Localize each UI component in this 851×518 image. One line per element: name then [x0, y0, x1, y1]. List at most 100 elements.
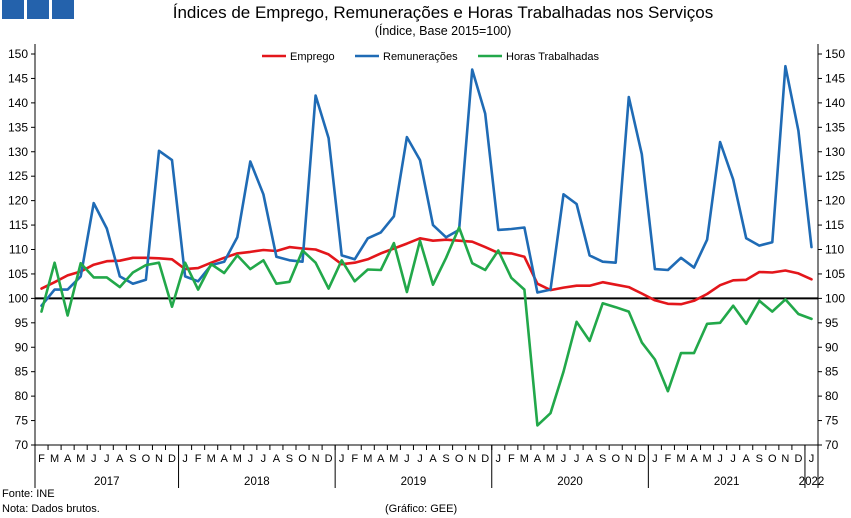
legend-label-emprego: Emprego: [290, 51, 335, 63]
series-line-emprego: [40, 237, 813, 306]
y-axis-ticks: 70 70 75 75 80 80 85 85 90 90 95 95 100 100 105 105 110 1…: [8, 47, 845, 452]
month-tick-label: J: [561, 453, 567, 465]
month-tick-label: M: [363, 453, 372, 465]
right-y-tick-label: 135: [825, 120, 845, 134]
month-tick-label: J: [404, 453, 410, 465]
month-tick-label: O: [455, 453, 464, 465]
month-tick-label: A: [116, 453, 124, 465]
month-tick-label: J: [717, 453, 723, 465]
left-y-tick-label: 95: [15, 316, 29, 330]
month-tick-label: N: [468, 453, 476, 465]
legend-label-horas-trabalhadas: Horas Trabalhadas: [506, 51, 599, 63]
right-y-tick-label: 150: [825, 47, 845, 61]
month-tick-label: J: [496, 453, 502, 465]
right-y-tick-label: 120: [825, 194, 845, 208]
month-tick-label: M: [233, 453, 242, 465]
month-tick-label: J: [261, 453, 267, 465]
month-tick-label: O: [611, 453, 620, 465]
month-tick-label: A: [377, 453, 385, 465]
left-y-tick-label: 90: [15, 340, 29, 354]
year-label: 2018: [244, 476, 270, 488]
left-y-tick-label: 140: [8, 96, 28, 110]
month-tick-label: J: [809, 453, 815, 465]
right-y-tick-label: 85: [825, 365, 839, 379]
month-tick-label: D: [325, 453, 333, 465]
right-y-tick-label: 115: [825, 218, 844, 232]
chart-legend: Emprego Remunerações Horas Trabalhadas: [262, 51, 599, 63]
left-y-tick-label: 100: [8, 291, 28, 305]
month-tick-label: M: [520, 453, 529, 465]
month-tick-label: J: [91, 453, 97, 465]
left-y-tick-label: 70: [15, 438, 29, 452]
legend-item-remuneracoes: Remunerações: [355, 51, 458, 63]
year-label: 2019: [401, 476, 427, 488]
right-y-tick-label: 70: [825, 438, 839, 452]
month-tick-label: F: [351, 453, 358, 465]
right-y-tick-label: 140: [825, 96, 845, 110]
year-label: 2020: [557, 476, 583, 488]
right-y-tick-label: 100: [825, 291, 845, 305]
month-tick-label: A: [743, 453, 751, 465]
legend-item-emprego: Emprego: [262, 51, 335, 63]
right-y-tick-label: 125: [825, 169, 845, 183]
month-tick-label: S: [286, 453, 293, 465]
legend-label-remuneracoes: Remunerações: [383, 51, 458, 63]
series-line-remuneracoes: [40, 64, 813, 308]
month-tick-label: M: [76, 453, 85, 465]
left-y-tick-label: 145: [8, 71, 28, 85]
month-tick-label: M: [389, 453, 398, 465]
month-tick-label: J: [730, 453, 736, 465]
month-tick-label: A: [690, 453, 698, 465]
month-tick-label: M: [702, 453, 711, 465]
logo-square-icon: [2, 0, 24, 19]
month-tick-label: A: [64, 453, 72, 465]
logo-square-icon: [27, 0, 49, 19]
left-y-tick-label: 150: [8, 47, 28, 61]
month-tick-label: J: [574, 453, 580, 465]
gee-logo: [2, 0, 74, 19]
right-y-tick-label: 145: [825, 71, 845, 85]
month-tick-label: J: [248, 453, 254, 465]
month-tick-label: O: [298, 453, 307, 465]
right-y-tick-label: 95: [825, 316, 839, 330]
left-y-tick-label: 110: [9, 243, 28, 257]
chart-subtitle: (Índice, Base 2015=100): [374, 24, 512, 38]
data-note: Nota: Dados brutos.: [2, 503, 100, 515]
month-tick-label: S: [599, 453, 606, 465]
left-y-tick-label: 120: [8, 194, 28, 208]
left-y-tick-label: 125: [8, 169, 28, 183]
series-line-horas-trabalhadas: [40, 226, 813, 427]
month-tick-label: M: [207, 453, 216, 465]
month-tick-label: D: [168, 453, 176, 465]
month-tick-label: N: [625, 453, 633, 465]
logo-square-icon: [52, 0, 74, 19]
series-lines: [40, 64, 813, 427]
legend-item-horas-trabalhadas: Horas Trabalhadas: [478, 51, 599, 63]
right-y-tick-label: 105: [825, 267, 845, 281]
month-tick-label: D: [481, 453, 489, 465]
month-tick-label: N: [312, 453, 320, 465]
month-tick-label: J: [339, 453, 345, 465]
month-tick-label: J: [417, 453, 423, 465]
month-tick-label: F: [38, 453, 45, 465]
right-y-tick-label: 130: [825, 145, 845, 159]
month-tick-label: M: [676, 453, 685, 465]
left-y-tick-label: 80: [15, 389, 29, 403]
month-tick-label: A: [586, 453, 594, 465]
right-y-tick-label: 110: [825, 243, 844, 257]
month-tick-label: O: [142, 453, 151, 465]
month-tick-label: J: [104, 453, 110, 465]
month-tick-label: A: [273, 453, 281, 465]
month-tick-label: J: [182, 453, 188, 465]
month-tick-label: D: [638, 453, 646, 465]
month-tick-label: M: [546, 453, 555, 465]
left-y-tick-label: 135: [8, 120, 28, 134]
year-label: 2021: [714, 476, 740, 488]
left-y-tick-label: 115: [9, 218, 28, 232]
chart-title: Índices de Emprego, Remunerações e Horas…: [172, 3, 714, 22]
left-y-tick-label: 130: [8, 145, 28, 159]
chart-credit: (Gráfico: GEE): [385, 503, 458, 515]
month-tick-label: S: [442, 453, 449, 465]
